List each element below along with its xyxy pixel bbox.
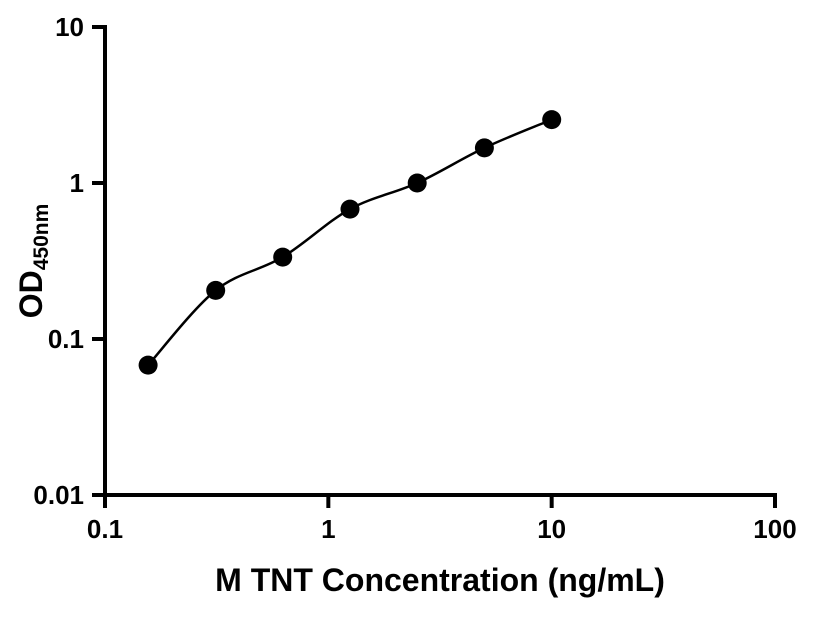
data-point	[138, 355, 158, 375]
y-axis-title-sub: 450nm	[30, 204, 53, 271]
y-tick-label: 1	[70, 168, 84, 198]
y-tick-label: 0.01	[33, 480, 84, 510]
data-point	[340, 199, 360, 219]
data-point	[407, 173, 427, 193]
data-point	[542, 110, 562, 130]
x-tick-label: 1	[321, 514, 335, 544]
y-axis-title-main: OD	[13, 270, 49, 318]
fit-curve	[147, 118, 553, 366]
y-axis-title: OD450nm	[13, 204, 53, 319]
x-tick-label: 10	[537, 514, 566, 544]
y-tick-label: 10	[55, 12, 84, 42]
x-tick-label: 100	[753, 514, 796, 544]
y-tick-label: 0.1	[48, 324, 84, 354]
x-axis-title: M TNT Concentration (ng/mL)	[215, 562, 665, 598]
data-point	[273, 247, 293, 267]
data-point	[474, 138, 494, 158]
data-point	[206, 280, 226, 300]
x-tick-label: 0.1	[87, 514, 123, 544]
